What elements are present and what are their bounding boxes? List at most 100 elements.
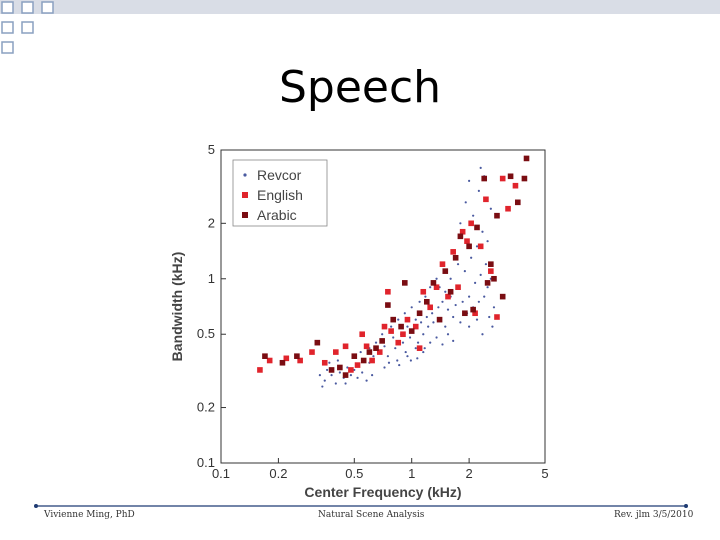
data-point-arabic [466, 243, 472, 250]
legend-label-arabic: Arabic [257, 207, 297, 223]
deco-square [1, 1, 14, 14]
data-point-arabic [507, 173, 514, 180]
data-point-english [376, 349, 383, 355]
footer-end-dot [684, 504, 688, 508]
data-point-arabic [452, 254, 459, 261]
data-point-english [445, 293, 451, 300]
data-point-revcor [444, 290, 447, 293]
data-point-arabic [430, 280, 437, 286]
data-point-revcor [477, 189, 480, 192]
data-point-revcor [383, 366, 386, 369]
x-tick-label: 0.2 [269, 466, 287, 481]
data-point-english [404, 316, 411, 323]
data-point-revcor [346, 366, 349, 369]
data-point-revcor [406, 355, 409, 358]
data-point-revcor [454, 303, 457, 307]
deco-square [21, 1, 34, 14]
data-point-arabic [447, 288, 454, 295]
data-point-english [342, 343, 349, 350]
data-point-arabic [523, 155, 530, 162]
data-point-arabic [462, 310, 468, 317]
data-point-revcor [334, 382, 337, 385]
data-point-revcor [374, 341, 378, 344]
data-point-revcor [406, 325, 409, 328]
data-point-arabic [379, 338, 385, 344]
y-tick-label: 0.1 [197, 455, 215, 470]
data-point-english [450, 249, 456, 255]
data-point-revcor [414, 347, 417, 350]
slide-title: Speech [278, 62, 442, 113]
data-point-revcor [401, 341, 405, 344]
data-point-english [283, 355, 290, 362]
data-point-revcor [416, 357, 419, 360]
data-point-english [309, 349, 315, 355]
data-point-revcor [353, 368, 356, 372]
data-point-revcor [330, 374, 333, 377]
data-point-english [385, 288, 391, 295]
data-point-english [439, 261, 446, 267]
footer-author: Vivienne Ming, PhD [44, 510, 135, 520]
data-point-revcor [383, 345, 386, 348]
data-point-revcor [468, 295, 471, 298]
data-point-english [257, 367, 263, 373]
footer-divider [34, 504, 688, 508]
data-point-revcor [449, 277, 452, 280]
data-point-arabic [416, 310, 423, 317]
data-point-english [464, 238, 470, 244]
data-point-revcor [461, 300, 464, 303]
data-point-english [363, 343, 370, 350]
data-point-revcor [486, 286, 489, 289]
data-point-english [499, 175, 506, 182]
data-point-arabic [481, 175, 488, 182]
data-point-english [472, 310, 478, 317]
data-point-arabic [408, 328, 415, 334]
data-point-revcor [456, 263, 460, 266]
data-point-revcor [359, 350, 362, 354]
data-point-english [427, 304, 433, 311]
data-point-revcor [387, 361, 391, 364]
x-tick-label: 5 [541, 466, 548, 481]
data-point-arabic [337, 364, 343, 371]
data-point-english [468, 220, 474, 227]
x-tick-label: 0.5 [345, 466, 363, 481]
data-point-revcor [403, 312, 406, 315]
y-axis-label: Bandwidth (kHz) [169, 252, 185, 362]
data-point-revcor [446, 308, 450, 311]
data-point-revcor [486, 240, 489, 243]
data-point-english [297, 357, 303, 364]
data-point-revcor [452, 315, 455, 319]
deco-square [1, 41, 14, 54]
data-point-revcor [441, 300, 444, 303]
data-point-revcor [356, 376, 359, 379]
data-point-revcor [336, 359, 339, 362]
data-point-revcor [483, 295, 486, 298]
data-point-arabic [366, 349, 373, 355]
data-point-english [359, 331, 365, 338]
data-point-revcor [484, 263, 488, 266]
data-point-revcor [323, 379, 326, 382]
data-point-revcor [325, 368, 329, 372]
data-point-english [266, 357, 273, 364]
data-point-revcor [429, 341, 432, 344]
data-point-revcor [479, 273, 482, 276]
data-point-english [400, 331, 406, 338]
data-point-arabic [373, 345, 379, 351]
data-point-revcor [344, 382, 347, 385]
deco-square [41, 1, 54, 14]
data-point-revcor [409, 359, 412, 362]
data-point-arabic [442, 268, 449, 274]
data-point-revcor [424, 295, 427, 298]
data-point-arabic [401, 280, 408, 286]
data-point-english [354, 362, 361, 368]
data-point-revcor [394, 347, 397, 350]
data-point-revcor [422, 333, 425, 336]
scatter-chart: 0.1 0.2 0.5 1 2 5 0.1 0.2 0.5 1 2 5 Center Frequency… [169, 142, 549, 500]
header-bar [0, 0, 720, 14]
deco-square [21, 21, 34, 34]
data-point-revcor [427, 325, 430, 328]
data-point-arabic [342, 372, 349, 378]
data-point-revcor [372, 355, 375, 358]
data-point-revcor [328, 361, 331, 364]
data-point-revcor [444, 325, 447, 328]
data-point-revcor [479, 166, 482, 169]
